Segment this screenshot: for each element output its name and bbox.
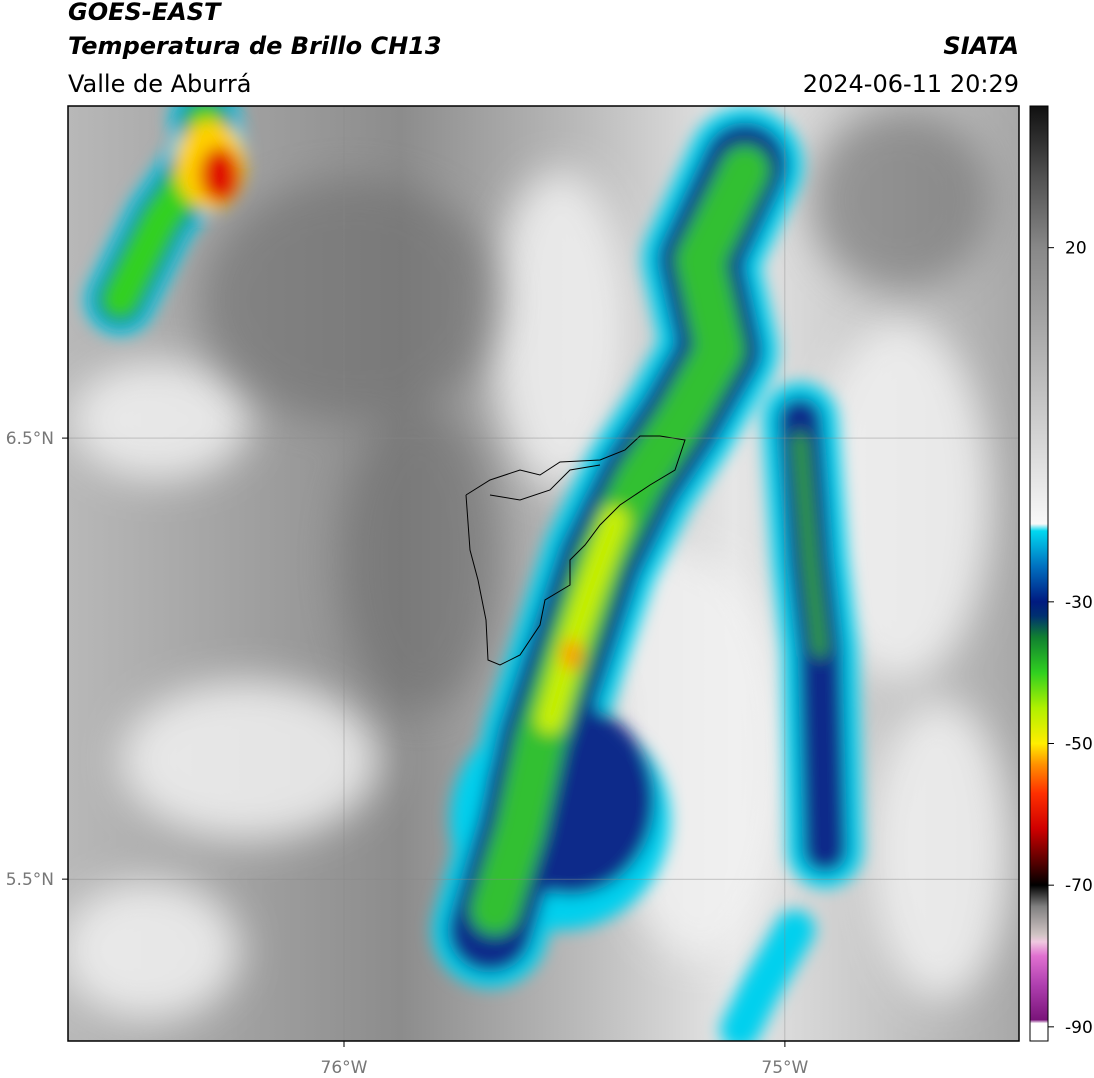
colorbar-tick-label: 20 (1065, 239, 1087, 259)
colorbar (1029, 105, 1049, 1042)
satellite-image (68, 106, 1019, 1041)
colorbar-tick-label: -90 (1065, 1018, 1093, 1038)
title: GOES-EAST (68, 0, 222, 26)
map-frame (67, 105, 1020, 1042)
colorbar-tick-label: -50 (1065, 735, 1093, 755)
colorbar-tick-label: -30 (1065, 593, 1093, 613)
colorbar-tick-label: -70 (1065, 876, 1093, 896)
source: SIATA (943, 32, 1019, 60)
x-tick-label: 76°W (321, 1058, 368, 1078)
subtitle: Temperatura de Brillo CH13 (68, 32, 442, 60)
y-tick-label: 6.5°N (6, 429, 54, 449)
x-tick-label: 75°W (761, 1058, 808, 1078)
datetime: 2024-06-11 20:29 (803, 70, 1019, 98)
y-tick-label: 5.5°N (6, 870, 54, 890)
region: Valle de Aburrá (68, 70, 252, 98)
